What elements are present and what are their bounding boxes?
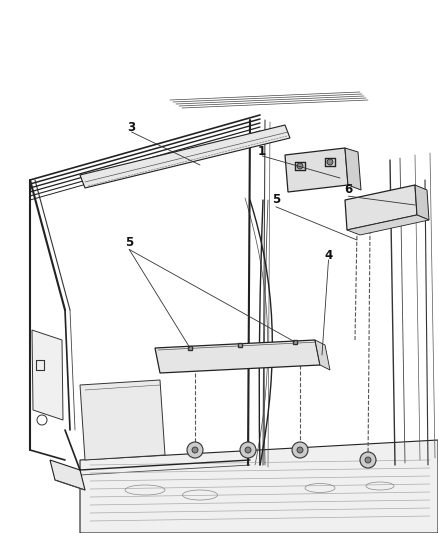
Circle shape — [245, 447, 251, 453]
Polygon shape — [50, 460, 85, 490]
Polygon shape — [155, 340, 320, 373]
Polygon shape — [415, 185, 429, 220]
Circle shape — [187, 442, 203, 458]
Text: 3: 3 — [127, 122, 135, 134]
Text: 5: 5 — [125, 236, 133, 249]
Text: 1: 1 — [258, 146, 266, 158]
Circle shape — [292, 442, 308, 458]
Text: 5: 5 — [272, 193, 280, 206]
Circle shape — [192, 447, 198, 453]
Circle shape — [360, 452, 376, 468]
Polygon shape — [80, 440, 438, 533]
Polygon shape — [285, 148, 348, 192]
Polygon shape — [80, 125, 290, 188]
Polygon shape — [80, 380, 165, 460]
Text: 4: 4 — [325, 249, 332, 262]
Polygon shape — [32, 330, 63, 420]
Circle shape — [327, 159, 333, 165]
Polygon shape — [315, 340, 330, 370]
Circle shape — [297, 163, 303, 169]
Circle shape — [240, 442, 256, 458]
Polygon shape — [345, 148, 361, 190]
Circle shape — [297, 447, 303, 453]
Polygon shape — [345, 185, 417, 230]
Text: 6: 6 — [344, 183, 352, 196]
Polygon shape — [347, 215, 429, 235]
Circle shape — [365, 457, 371, 463]
